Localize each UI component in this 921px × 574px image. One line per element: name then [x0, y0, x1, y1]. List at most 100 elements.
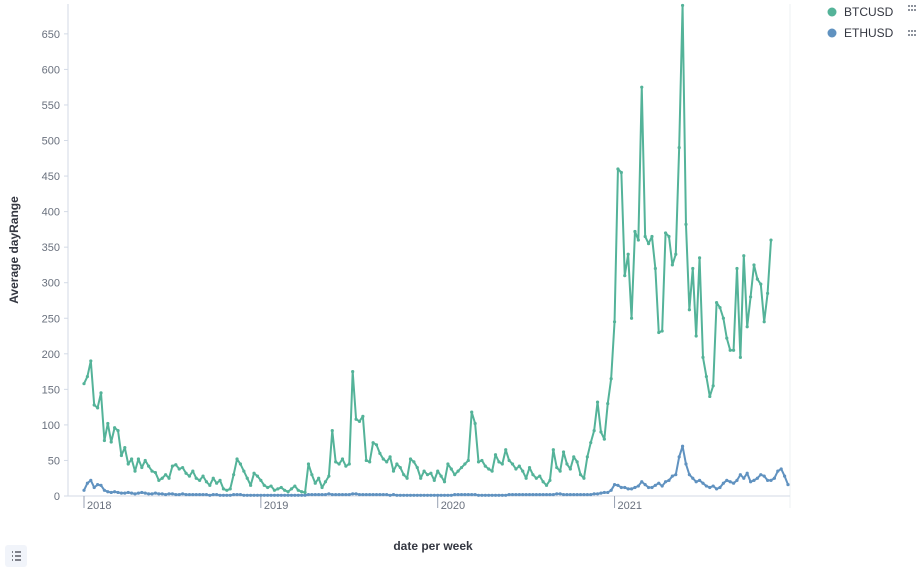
data-point	[694, 334, 698, 338]
data-point	[402, 473, 406, 477]
data-point	[164, 492, 168, 497]
data-point	[317, 492, 321, 497]
data-point	[595, 492, 600, 496]
data-point	[592, 492, 596, 496]
data-point	[568, 467, 572, 471]
data-point	[347, 492, 351, 497]
data-point	[517, 464, 521, 468]
data-point	[769, 238, 773, 242]
data-point	[650, 234, 654, 239]
data-point	[351, 492, 355, 496]
data-point	[565, 492, 569, 497]
data-point	[391, 469, 396, 473]
data-point	[602, 490, 606, 495]
data-point	[334, 460, 338, 464]
x-tick-label: 2019	[264, 500, 288, 512]
data-point	[446, 493, 450, 497]
data-point	[388, 455, 392, 459]
legend-marker[interactable]	[827, 7, 837, 17]
data-point	[504, 493, 508, 497]
data-point	[252, 471, 256, 475]
data-point	[96, 483, 100, 487]
data-point	[408, 493, 413, 497]
data-point	[245, 493, 249, 497]
data-point	[704, 484, 708, 488]
data-point	[102, 488, 107, 492]
data-point	[320, 492, 324, 497]
data-point	[228, 487, 232, 491]
data-point	[473, 492, 477, 497]
legend-label[interactable]: BTCUSD	[844, 5, 894, 19]
data-point	[718, 305, 722, 310]
data-point	[619, 485, 623, 490]
legend-menu-icons[interactable]	[908, 5, 916, 36]
data-point	[735, 266, 739, 271]
data-point	[497, 460, 501, 464]
data-point	[463, 462, 467, 466]
data-point	[160, 492, 164, 496]
data-point	[422, 493, 426, 497]
data-point	[439, 493, 443, 497]
data-point	[663, 231, 668, 235]
data-point	[249, 483, 253, 487]
data-point	[653, 483, 657, 487]
legend-marker[interactable]	[827, 28, 837, 38]
data-point	[735, 478, 739, 482]
data-point	[337, 492, 341, 497]
data-point	[725, 478, 729, 482]
data-point	[412, 460, 416, 464]
y-axis-title: Average dayRange	[7, 196, 21, 304]
data-point	[521, 492, 525, 497]
data-point	[119, 491, 124, 495]
data-point	[337, 462, 341, 466]
data-point	[738, 355, 742, 359]
data-point	[514, 492, 518, 497]
data-point	[391, 492, 396, 497]
data-point	[300, 493, 304, 497]
x-tick-label: 2020	[441, 500, 465, 512]
data-point	[572, 492, 576, 497]
legend-toggle-button[interactable]	[5, 545, 27, 567]
data-point	[765, 478, 770, 482]
data-point	[385, 460, 389, 464]
data-point	[119, 453, 124, 458]
data-point	[442, 493, 447, 497]
data-point	[92, 403, 96, 407]
data-point	[177, 492, 181, 497]
data-point	[323, 480, 328, 484]
data-point	[548, 492, 552, 497]
data-point	[147, 492, 151, 496]
data-point	[225, 493, 229, 497]
legend-label[interactable]: ETHUSD	[844, 26, 894, 40]
data-point	[786, 483, 790, 487]
data-point	[687, 308, 691, 312]
y-tick-label: 100	[42, 420, 60, 432]
data-point	[184, 471, 188, 475]
data-point	[772, 476, 776, 480]
data-point	[194, 476, 198, 480]
data-point	[728, 480, 732, 484]
data-point	[283, 493, 287, 497]
data-point	[140, 490, 144, 495]
data-point	[490, 493, 494, 497]
y-tick-label: 550	[42, 100, 60, 112]
data-point	[578, 492, 583, 497]
data-point	[551, 448, 555, 452]
data-point	[425, 493, 430, 497]
data-point	[143, 458, 147, 463]
data-point	[609, 488, 613, 492]
data-point	[561, 450, 566, 454]
data-point	[187, 492, 192, 497]
data-point	[476, 460, 481, 464]
data-point	[130, 457, 134, 461]
data-point	[752, 263, 756, 267]
data-point	[293, 484, 297, 488]
data-point	[381, 457, 385, 461]
data-point	[228, 493, 232, 497]
data-point	[745, 471, 749, 475]
data-point	[381, 492, 385, 497]
data-point	[616, 167, 620, 171]
data-point	[646, 485, 651, 490]
data-point	[283, 488, 287, 492]
data-point	[432, 478, 436, 482]
